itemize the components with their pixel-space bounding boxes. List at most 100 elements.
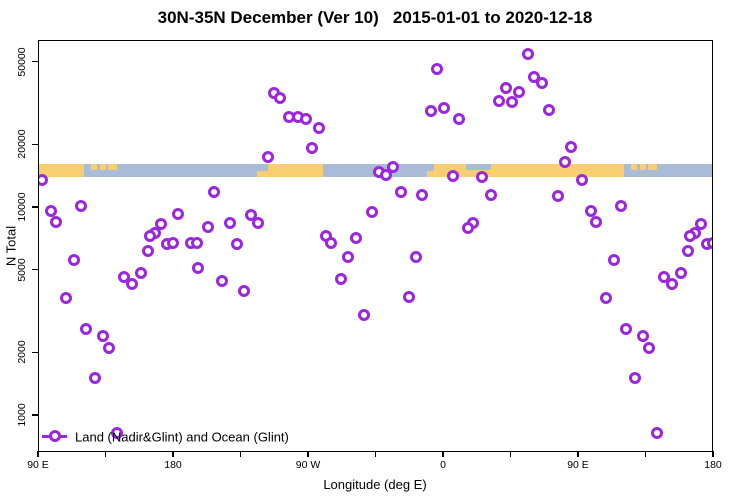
data-point [208,186,221,199]
data-point [461,221,474,234]
data-point [447,169,460,182]
data-point [499,82,512,95]
data-point [89,372,101,385]
land-segment [107,164,118,170]
data-point [231,237,244,250]
data-point [438,102,451,115]
data-point [492,94,505,107]
data-point [431,62,444,75]
data-point [313,122,326,135]
land-segment [90,164,97,170]
data-point [273,92,286,105]
x-tick-label: 90 E [27,459,49,471]
data-point [358,308,371,321]
y-tick-label: 50000 [16,47,28,77]
data-point [543,103,556,116]
data-point [349,231,362,244]
data-point [675,266,688,279]
y-tick [31,351,39,354]
data-point [252,217,265,230]
y-tick-label: 10000 [16,192,28,222]
data-point [216,274,229,287]
data-point [402,291,415,304]
land-segment [630,164,637,170]
data-point [192,262,205,275]
x-tick-label: 180 [704,459,722,471]
data-point [666,278,679,291]
data-point [171,208,184,221]
data-point [380,169,392,182]
data-point [335,272,347,285]
x-minor-tick [104,451,107,457]
data-point [619,323,632,336]
y-tick-label: 1000 [16,403,28,427]
data-point [608,254,620,267]
data-point [642,342,655,355]
data-point [453,112,466,125]
y-tick [31,60,39,63]
data-point [564,140,577,153]
land-segment [434,164,625,177]
data-point [155,217,167,230]
data-point [141,244,154,257]
data-point [476,170,489,183]
data-point [536,77,549,90]
data-point [513,85,526,98]
land-segment [38,164,85,177]
data-point [706,237,713,250]
x-tick [577,451,579,457]
land-segment [639,164,646,170]
data-point [387,160,400,173]
data-point [135,266,148,279]
data-point [144,230,157,243]
data-point [261,151,274,164]
land-segment [99,164,106,170]
y-tick [31,143,39,146]
x-minor-tick [374,451,377,457]
data-point [681,244,694,257]
ocean-segment [465,164,491,170]
data-point [551,189,564,202]
x-tick [442,451,444,457]
plot-area [38,40,713,452]
data-point [68,254,80,267]
y-tick-label: 5000 [16,257,28,282]
data-point [558,156,571,169]
x-minor-tick [509,451,512,457]
y-tick [31,206,39,208]
data-point [684,230,697,243]
chart-title: 30N-35N December (Ver 10) 2015-01-01 to … [157,8,593,27]
land-segment [426,171,434,177]
y-tick [31,414,39,416]
data-point [324,237,337,250]
x-minor-tick [644,451,647,457]
data-point [111,426,124,439]
data-point [38,173,49,186]
legend-label: Land (Nadir&Glint) and Ocean (Glint) [75,429,289,445]
data-point [102,342,115,355]
legend-circle-icon [48,430,61,442]
x-tick [37,451,39,457]
x-axis-title: Longitude (deg E) [323,477,427,492]
x-tick [172,451,174,457]
x-tick-label: 0 [440,459,446,471]
data-point [416,189,429,202]
data-point [305,142,318,155]
data-point [599,292,612,305]
data-point [237,284,250,297]
x-tick-label: 90 W [295,459,321,471]
data-point [201,220,214,233]
x-minor-tick [239,451,242,457]
data-point [365,205,378,218]
data-point [521,48,534,61]
data-point [590,216,602,229]
data-point [614,200,627,213]
x-tick [307,451,309,457]
data-point [59,292,72,305]
data-point [44,204,57,217]
data-point [636,329,649,342]
data-point [342,251,355,264]
data-point [50,216,62,229]
data-point [651,426,664,439]
